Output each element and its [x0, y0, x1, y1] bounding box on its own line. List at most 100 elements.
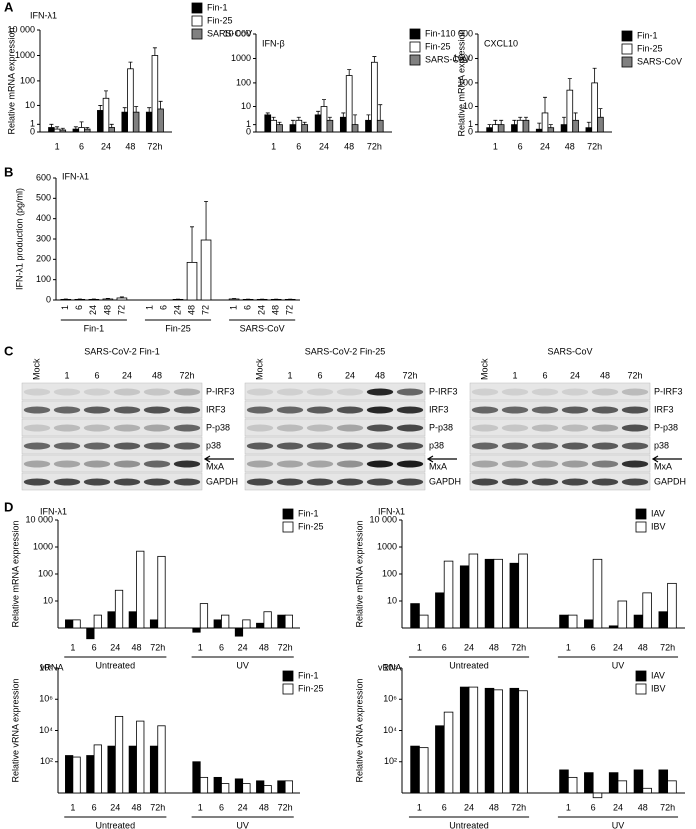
bar [256, 622, 265, 629]
bar [301, 124, 309, 133]
x-tick-label: 6 [219, 642, 224, 652]
bar [326, 119, 334, 133]
blot-row-label: GAPDH [206, 476, 238, 486]
x-tick-label: 1 [493, 141, 498, 151]
bar [617, 780, 628, 794]
group-label: Untreated [449, 660, 489, 670]
blot-row-label: MxA [654, 461, 672, 471]
error-bar [523, 116, 528, 121]
x-tick-label: 24 [464, 642, 474, 652]
error-bar [347, 69, 352, 76]
bar [418, 614, 429, 629]
bar [86, 627, 95, 640]
blot-band [561, 442, 589, 450]
bar [74, 298, 86, 301]
blot-band [23, 388, 51, 396]
group-label: UV [236, 660, 249, 670]
bar [264, 114, 272, 133]
bar [157, 108, 164, 133]
bar [93, 614, 102, 629]
blot-arrow [203, 455, 234, 463]
blot-title: SARS-CoV-2 Fin-25 [305, 346, 386, 356]
blot-band [113, 460, 141, 468]
lane-label: Mock [31, 358, 41, 380]
blot-band [246, 460, 274, 468]
blot-band [366, 478, 394, 486]
blot-band [143, 478, 171, 486]
bar [234, 627, 244, 637]
blot-row-label: P-IRF3 [429, 386, 458, 396]
bar [351, 124, 359, 133]
bar [371, 61, 378, 133]
bar [86, 755, 95, 794]
blot-band [306, 442, 334, 450]
group-label: UV [236, 820, 249, 829]
bar [572, 119, 579, 133]
x-tick-label: 6 [79, 141, 84, 151]
blot-band [621, 460, 649, 468]
y-axis-label: Relative mRNA expression [456, 29, 466, 136]
blot-band [591, 442, 619, 450]
y-tick-label: 300 [36, 233, 51, 243]
bar [559, 614, 569, 629]
bar [486, 127, 493, 133]
lane-label: Mock [479, 358, 489, 380]
x-tick-label: 1 [228, 305, 238, 310]
bar [263, 785, 272, 794]
bar [108, 127, 115, 133]
bar [136, 720, 145, 794]
bar [72, 756, 81, 794]
error-bar [134, 106, 139, 113]
blot-band [306, 424, 334, 432]
x-tick-label: 1 [55, 141, 60, 151]
group-label: Fin-25 [165, 323, 191, 333]
bar [468, 686, 479, 794]
y-tick-label: 600 [36, 172, 51, 182]
bar [78, 127, 85, 133]
blot-band [143, 442, 171, 450]
x-tick-label: 48 [259, 802, 269, 812]
bar [509, 687, 520, 794]
blot-band [53, 406, 81, 414]
bar [459, 686, 470, 794]
blot-band [83, 478, 111, 486]
blot-strip [469, 382, 651, 401]
legend-swatch [635, 670, 647, 682]
bar [276, 124, 283, 133]
error-bar [147, 107, 152, 113]
blot-strip [21, 418, 203, 437]
blot-band [53, 388, 81, 396]
error-bar [366, 114, 371, 121]
legend-label: IBV [651, 683, 666, 693]
bar [566, 89, 574, 133]
error-bar [290, 119, 295, 125]
bar [518, 690, 528, 794]
blot-band [366, 406, 394, 414]
y-tick-label: 10 [25, 100, 35, 110]
blot-row-label: GAPDH [654, 476, 686, 486]
bar [263, 611, 272, 629]
bar [97, 110, 104, 133]
x-tick-label: 48 [344, 141, 354, 151]
legend-swatch [191, 28, 203, 40]
legend-label: IAV [651, 670, 665, 680]
bar [72, 128, 80, 133]
error-bar [128, 61, 133, 69]
blot-row-label: P-p38 [654, 422, 678, 432]
blot-band [246, 478, 274, 486]
y-tick-label: 10 [43, 595, 53, 605]
y-tick-label: 1000 [231, 53, 251, 63]
y-tick-label: 10 000 [7, 24, 35, 34]
x-tick-label: 72h [660, 802, 675, 812]
blot-band [336, 478, 364, 486]
y-axis-label: Relative vRNA expression [354, 678, 364, 782]
legend-swatch [282, 508, 294, 520]
legend-swatch [635, 683, 647, 695]
bar [584, 619, 594, 629]
error-bar [562, 116, 567, 125]
blot-band [143, 388, 171, 396]
blot-row-label: IRF3 [654, 404, 674, 414]
y-tick-label: 0 [246, 126, 251, 136]
bar [192, 761, 201, 794]
blot-band [83, 424, 111, 432]
